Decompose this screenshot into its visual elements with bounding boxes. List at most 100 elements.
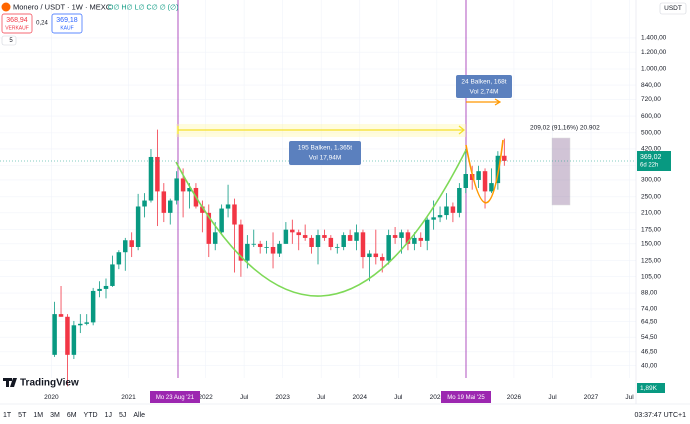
buy-button[interactable] [51,13,83,34]
candle-body [238,224,244,261]
y-tick-label: 150,00 [641,241,661,248]
candle-body [52,314,57,355]
range-arrow [466,98,502,106]
buy-price: 369,18 [56,17,78,24]
range-button[interactable]: Alle [133,412,145,419]
candle-body [418,237,424,241]
x-tick-label: Jul [240,394,249,401]
symbol-title[interactable]: Monero / USDT · 1W · MEXC [13,2,112,11]
x-tick-label: Jul [548,394,557,401]
y-tick-label: 840,00 [641,82,661,89]
candle-body [322,235,327,238]
y-tick-label: 210,00 [641,210,661,217]
y-tick-label: 175,00 [641,226,661,233]
range-volume: Vol 17,94M [309,155,342,162]
indicators-toggle[interactable] [1,35,17,46]
candle-body [58,314,64,317]
y-tick-label: 54,50 [641,334,658,341]
candle-body [103,285,109,289]
time-marker-label: Mo 23 Aug '21 [156,395,195,401]
range-button[interactable]: 5T [18,412,27,419]
candle-body [495,155,501,184]
handle-curve [465,139,504,204]
candle-body [450,206,456,213]
candle-body [469,174,475,180]
candle-body [155,156,160,192]
y-tick-label: 74,00 [641,306,658,313]
x-tick-label: Jul [625,394,634,401]
y-tick-label: 40,00 [641,362,658,369]
candle-body [431,217,436,220]
range-button[interactable]: 3M [50,412,60,419]
sell-button[interactable] [1,13,33,34]
y-tick-label: 88,00 [641,290,658,297]
range-button[interactable]: 1J [105,412,112,419]
volume-box [637,383,665,393]
candle-body [129,240,134,247]
range-button[interactable]: 5J [119,412,126,419]
candle-body [116,252,122,265]
candle-body [412,237,417,244]
projection-box [551,137,571,206]
y-tick-label: 300,00 [641,177,661,184]
candle-body [142,200,147,207]
indicator-count: 5 [9,38,13,44]
candle-body [502,155,507,161]
range-button[interactable]: YTD [84,412,98,419]
candle-body [206,212,212,244]
range-button[interactable]: 1M [33,412,43,419]
range-volume: Vol 2,74M [470,89,499,96]
y-tick-label: 1.000,00 [641,66,667,73]
candle-body [65,316,70,355]
candle-body [360,232,366,258]
candle-body [277,243,282,254]
y-tick-label: 720,00 [641,96,661,103]
candle-body [148,156,154,201]
candle-body [283,229,289,244]
last-price-box [637,151,671,171]
candle-body [386,235,391,261]
candle-body [90,290,96,323]
bar-countdown: 6d 22h [640,163,658,169]
y-tick-label: 125,00 [641,257,661,264]
candle-body [476,171,481,180]
time-marker [441,391,491,403]
y-tick-label: 600,00 [641,113,661,120]
candle-body [174,178,179,201]
candle-body [200,206,205,213]
y-tick-label: 46,50 [641,349,658,356]
candle-body [315,235,321,247]
candle-body [110,264,115,286]
time-marker [150,391,200,403]
candle-body [257,243,263,247]
y-tick-label: 105,00 [641,273,661,280]
volume-label: 1,89K [640,385,658,392]
range-info-box [289,141,361,165]
candle-body [225,204,231,209]
x-tick-label: 2026 [507,394,522,401]
price-axis: 1.400,00 1.200,00 1.000,00 840,00 720,00 600,… [641,35,667,370]
candle-body [335,246,340,248]
last-price: 369,02 [640,154,662,161]
x-tick-label: 2020 [44,394,59,401]
candle-body [219,208,224,233]
y-tick-label: 420,00 [641,146,661,153]
x-tick-label: 2024 [353,394,368,401]
cup-curve [175,149,467,297]
range-button[interactable]: 6M [67,412,77,419]
range-button[interactable]: 1T [3,412,12,419]
candle-body [71,325,77,355]
sell-price: 368,94 [6,17,28,24]
candle-body [373,253,379,258]
range-arrow-head [177,125,466,135]
candle-body [328,237,334,247]
candle-body [97,288,102,291]
candle-body [399,232,404,238]
candle-body [309,237,314,247]
y-tick-label: 250,00 [641,193,661,200]
candle-body [78,323,83,326]
y-tick-label: 500,00 [641,130,661,137]
currency-button[interactable] [659,2,687,15]
